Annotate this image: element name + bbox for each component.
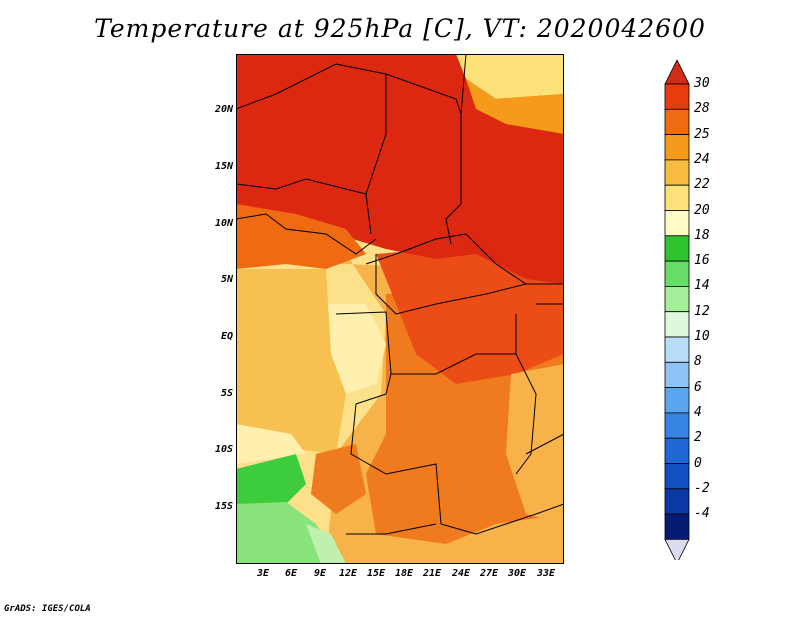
colorbar-swatch <box>664 463 690 490</box>
field-coast-warm <box>236 204 366 269</box>
colorbar-label: 24 <box>694 151 710 167</box>
colorbar-swatch <box>664 336 690 363</box>
field-green-pale <box>306 524 346 564</box>
colorbar <box>664 60 690 560</box>
credit-text: GrADS: IGES/COLA <box>4 604 91 614</box>
colorbar-label: 25 <box>694 126 710 142</box>
colorbar-swatch <box>664 488 690 515</box>
field-atlantic <box>236 269 346 454</box>
lat-label: 15N <box>214 161 233 172</box>
lon-label: 18E <box>394 568 414 579</box>
lon-label: 21E <box>422 568 442 579</box>
lat-label: 5N <box>220 274 233 285</box>
colorbar-swatch <box>664 108 690 135</box>
lon-label: 33E <box>536 568 556 579</box>
colorbar-label: 6 <box>694 379 702 395</box>
lon-label: 3E <box>256 568 270 579</box>
country-borders <box>236 54 564 535</box>
colorbar-swatch <box>664 159 690 186</box>
colorbar-swatch <box>664 412 690 439</box>
lon-label: 6E <box>284 568 298 579</box>
temperature-map <box>236 54 564 564</box>
lat-label: 5S <box>220 388 233 399</box>
colorbar-label: 20 <box>694 202 710 218</box>
lat-label: 10N <box>214 218 233 229</box>
colorbar-label: 8 <box>694 354 702 370</box>
lat-label: 10S <box>214 444 233 455</box>
field-green-dark <box>236 454 306 509</box>
map-frame <box>236 54 564 564</box>
field-sw-pale <box>236 424 306 464</box>
colorbar-label: 14 <box>694 278 710 294</box>
colorbar-label: 30 <box>694 76 710 91</box>
colorbar-label: 12 <box>694 303 710 319</box>
lat-label: EQ <box>220 331 233 342</box>
colorbar-label: 18 <box>694 227 710 243</box>
colorbar-swatch <box>664 134 690 161</box>
colorbar-label: -4 <box>694 506 710 522</box>
colorbar-label: 16 <box>694 253 710 269</box>
colorbar-swatch <box>664 184 690 211</box>
lon-label: 24E <box>451 568 471 579</box>
colorbar-swatch <box>664 437 690 464</box>
lat-label: 15S <box>214 501 233 512</box>
colorbar-label: 0 <box>694 455 702 471</box>
map-title: Temperature at 925hPa [C], VT: 202004260… <box>94 14 706 43</box>
colorbar-swatch <box>664 260 690 287</box>
colorbar-swatch <box>664 361 690 388</box>
field-sw-warm <box>311 444 366 514</box>
colorbar-label: 22 <box>694 177 710 193</box>
colorbar-label: 10 <box>694 329 710 344</box>
colorbar-top-arrow <box>664 60 690 85</box>
field-ne-pale <box>456 54 564 99</box>
colorbar-label: 2 <box>694 430 702 446</box>
colorbar-swatch <box>664 513 690 540</box>
lon-label: 30E <box>507 568 527 579</box>
colorbar-swatch <box>664 210 690 237</box>
colorbar-swatch <box>664 285 690 313</box>
colorbar-label: -2 <box>694 480 710 496</box>
lon-label: 12E <box>338 568 358 579</box>
colorbar-bottom-arrow <box>664 539 690 560</box>
lon-label: 15E <box>366 568 386 579</box>
colorbar-swatch <box>664 387 690 414</box>
lat-label: 20N <box>214 104 233 115</box>
colorbar-label: 28 <box>694 101 710 117</box>
lon-label: 9E <box>313 568 327 579</box>
field-hot <box>376 244 564 384</box>
colorbar-swatch <box>664 83 690 110</box>
colorbar-label: 4 <box>694 404 702 420</box>
colorbar-swatch <box>664 311 690 338</box>
colorbar-swatch <box>664 235 690 262</box>
field-ne-mild <box>466 79 564 134</box>
field-ea-mild <box>506 364 564 524</box>
field-coast-pale <box>326 304 386 394</box>
lon-label: 27E <box>479 568 499 579</box>
